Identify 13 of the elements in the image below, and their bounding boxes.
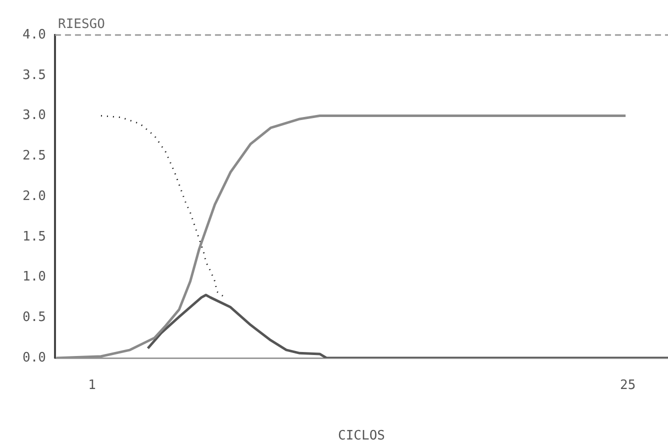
y-tick-label: 1.0 (22, 270, 46, 285)
y-tick-label: 2.0 (22, 188, 46, 204)
y-axis-title: RIESGO (58, 16, 106, 32)
y-tick-label: 2.5 (22, 148, 46, 164)
y-tick-label: 1.5 (22, 229, 46, 244)
x-tick-label: 1 (88, 378, 96, 394)
x-axis-title: CICLOS (338, 428, 385, 444)
y-tick-label: 3.0 (22, 108, 46, 124)
x-tick-label: 25 (620, 378, 636, 394)
y-tick-label: 0.0 (22, 350, 46, 366)
y-tick-label: 4.0 (22, 27, 46, 42)
y-tick-label: 0.5 (22, 310, 46, 325)
y-tick-label: 3.5 (22, 68, 46, 83)
